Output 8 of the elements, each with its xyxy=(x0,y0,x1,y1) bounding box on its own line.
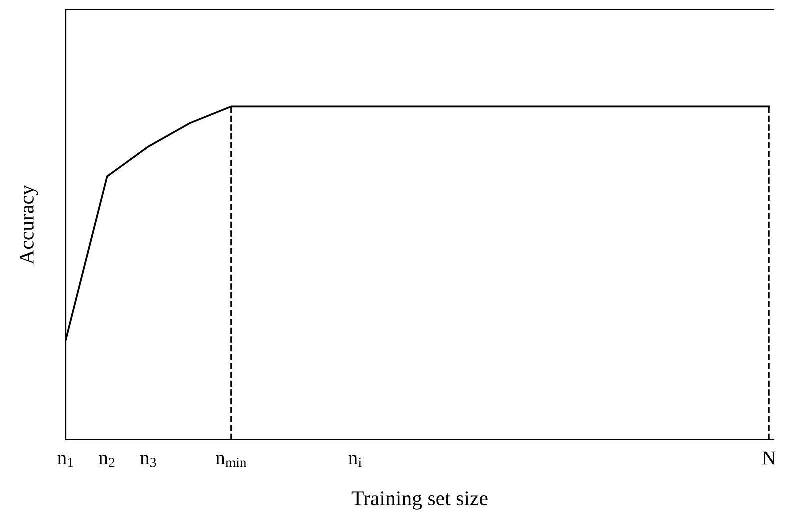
x-axis-title: Training set size xyxy=(352,492,488,510)
x-tick-label: n$_{i}$ xyxy=(348,455,362,468)
x-tick-label: N xyxy=(762,452,776,465)
x-tick-label: n$_{1}$ xyxy=(58,455,74,468)
y-axis-title: Accuracy xyxy=(20,185,38,265)
x-tick-label: n$_{3}$ xyxy=(140,455,156,468)
x-tick-label: n$_{min}$ xyxy=(216,455,247,468)
x-tick-label: n$_{2}$ xyxy=(99,455,115,468)
